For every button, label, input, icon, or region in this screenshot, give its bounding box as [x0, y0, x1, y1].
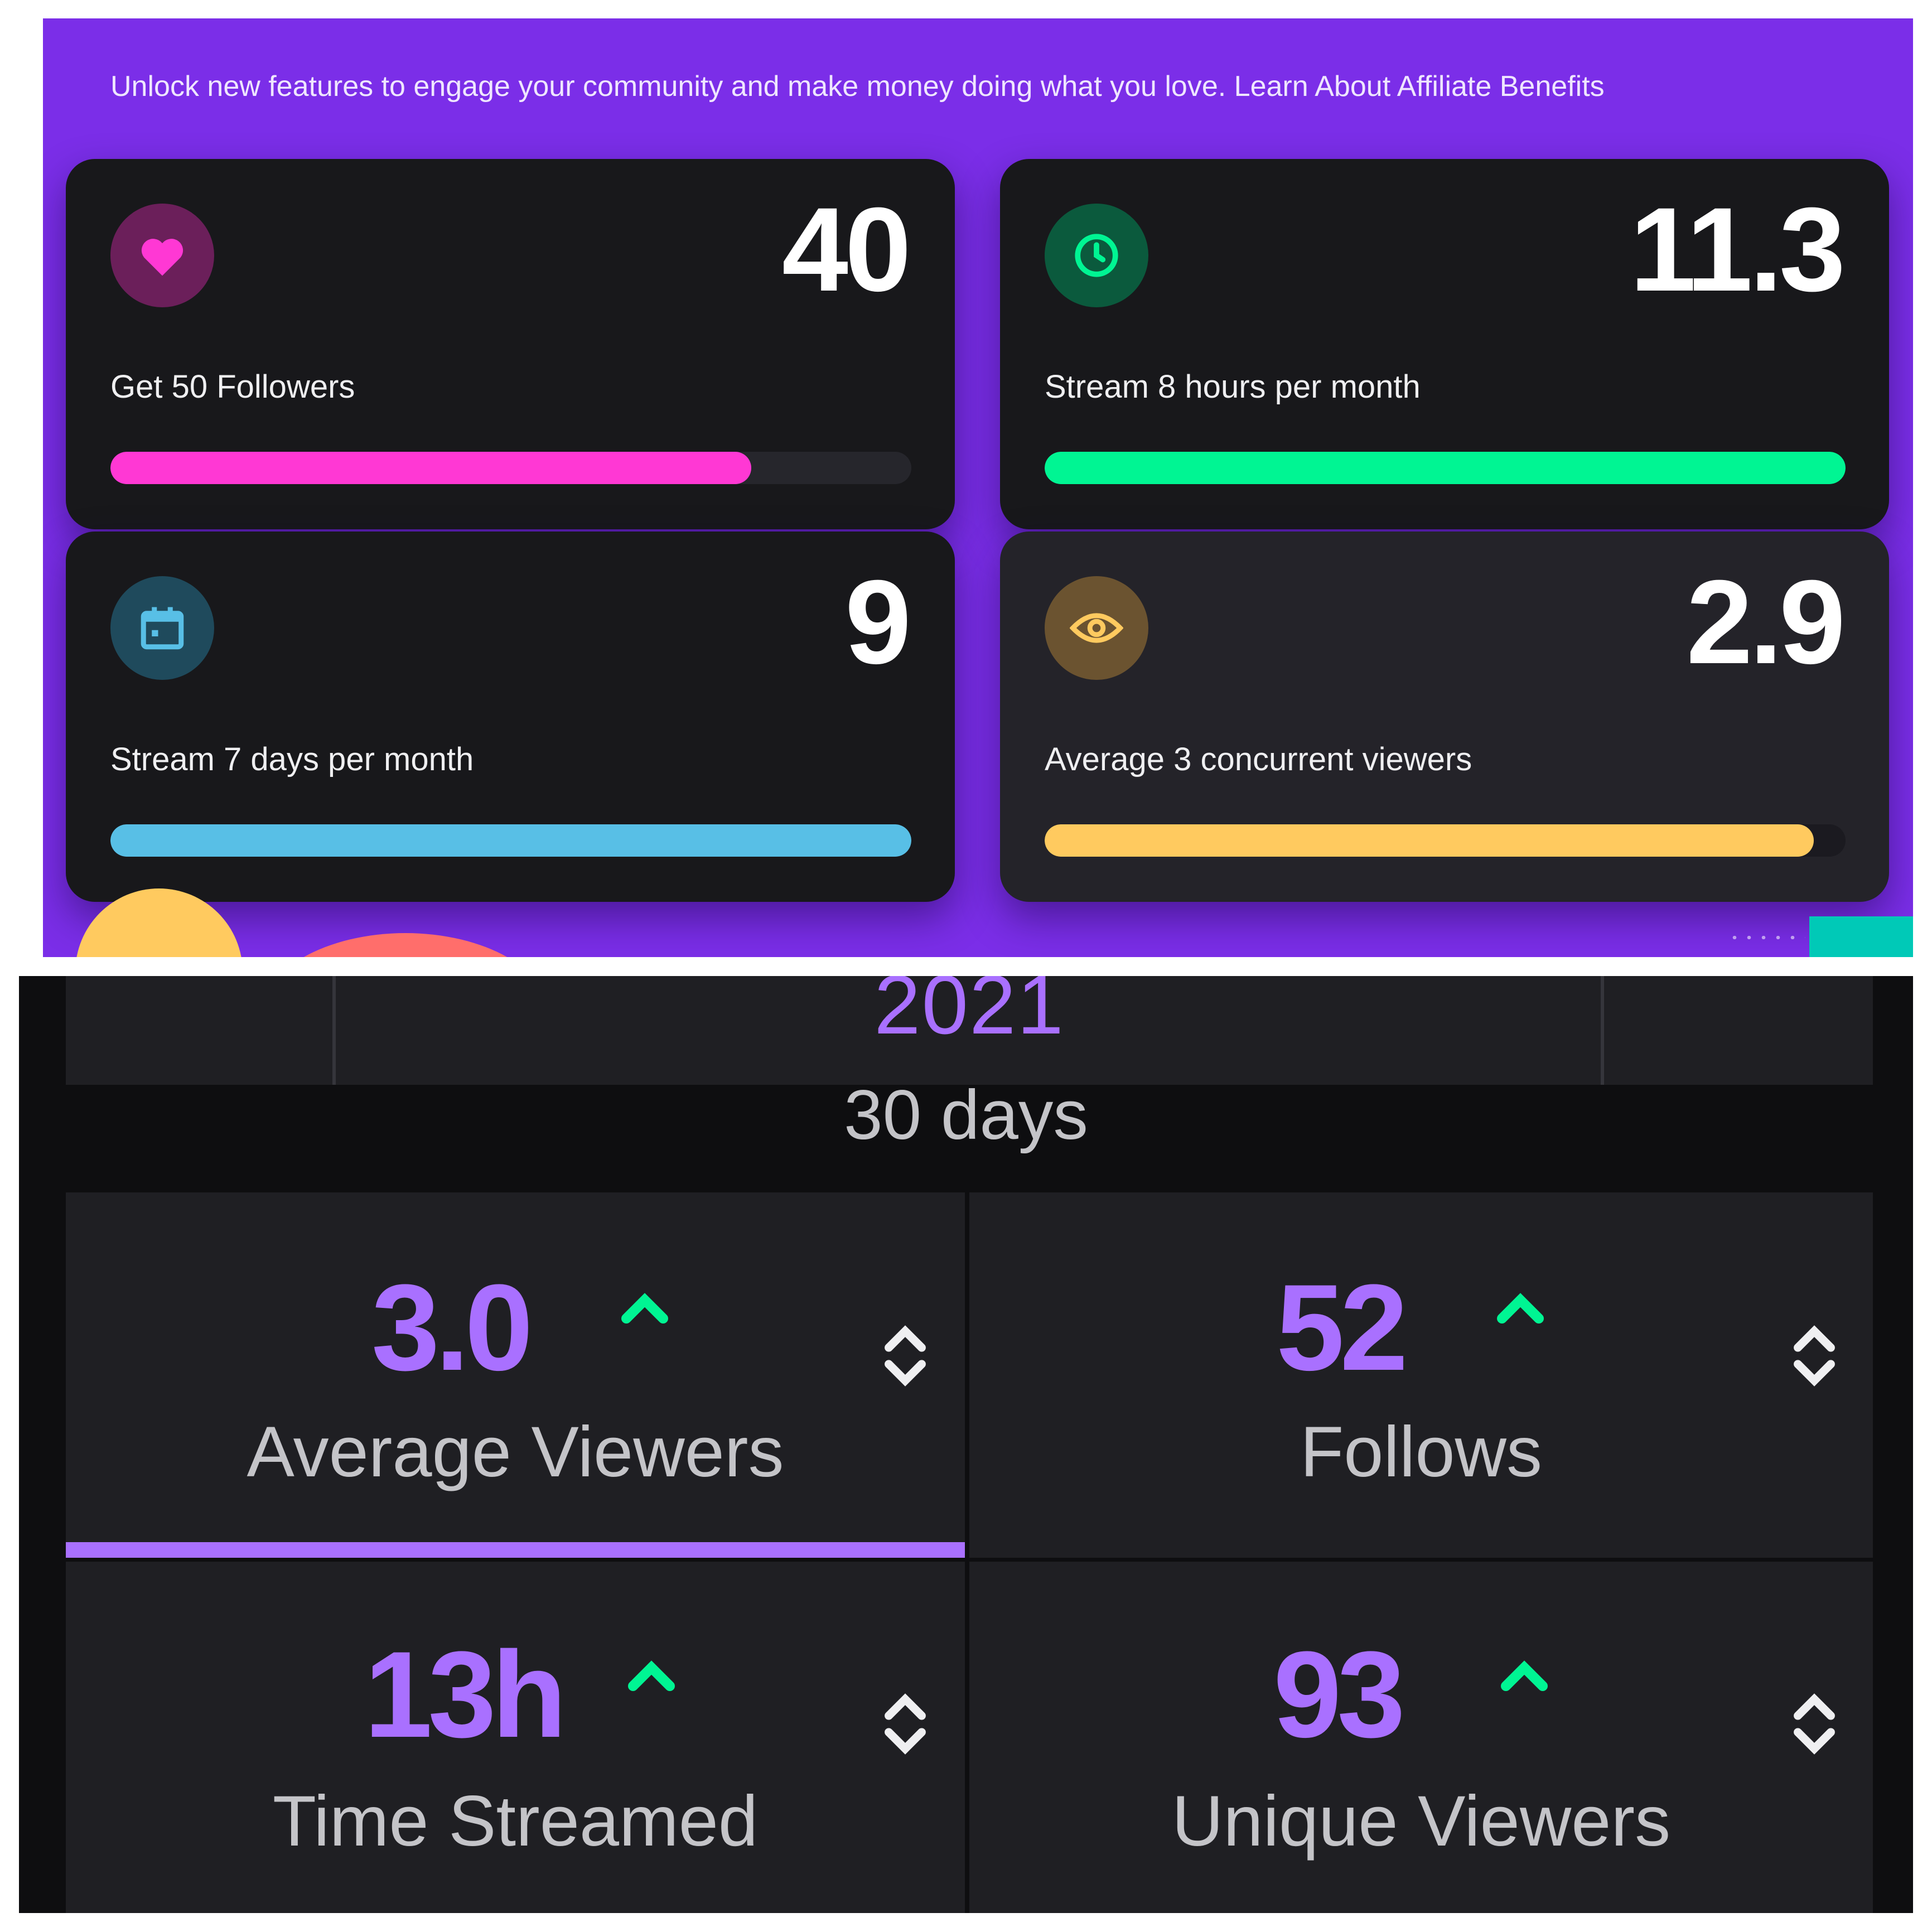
goal-progress-bar	[110, 824, 911, 857]
goal-label: Get 50 Followers	[110, 369, 355, 405]
goal-label: Stream 7 days per month	[110, 741, 474, 777]
goal-progress-fill	[1045, 452, 1846, 484]
goal-card-hours: 11.3 Stream 8 hours per month	[1000, 159, 1889, 529]
stat-tile-follows[interactable]: 52 Follows	[969, 1192, 1873, 1558]
goal-label: Average 3 concurrent viewers	[1045, 741, 1472, 777]
year-label: 2021	[874, 976, 1065, 1051]
stat-tile-average-viewers[interactable]: 3.0 Average Viewers	[66, 1192, 965, 1558]
goal-progress-bar	[110, 452, 911, 484]
stat-label: Unique Viewers	[1171, 1781, 1671, 1861]
calendar-icon	[110, 576, 214, 680]
goal-progress-fill	[110, 824, 911, 857]
trend-up-icon	[628, 1660, 675, 1691]
goal-card-followers: 40 Get 50 Followers	[66, 159, 955, 529]
active-tab-indicator	[66, 1542, 965, 1558]
clock-icon	[1045, 204, 1148, 307]
goal-card-days: 9 Stream 7 days per month	[66, 532, 955, 902]
stat-value: 13h	[364, 1626, 567, 1763]
heart-icon	[110, 204, 214, 307]
stat-tile-unique-viewers[interactable]: 93 Unique Viewers	[969, 1562, 1873, 1913]
stat-tile-time-streamed[interactable]: 13h Time Streamed	[66, 1562, 965, 1913]
stat-label: Average Viewers	[247, 1412, 784, 1492]
affiliate-intro-text: Unlock new features to engage your commu…	[110, 70, 1605, 103]
sort-icon[interactable]	[880, 1688, 930, 1760]
stat-value: 3.0	[371, 1259, 533, 1396]
goal-card-viewers: 2.9 Average 3 concurrent viewers	[1000, 532, 1889, 902]
decorative-block	[1809, 916, 1913, 957]
eye-icon	[1045, 576, 1148, 680]
goal-progress-fill	[110, 452, 751, 484]
divider	[1601, 976, 1604, 1085]
goal-progress-bar	[1045, 452, 1846, 484]
goal-value: 9	[844, 556, 911, 689]
stat-label: Time Streamed	[272, 1781, 759, 1861]
stat-value: 52	[1276, 1259, 1408, 1396]
sort-icon[interactable]	[1789, 1688, 1839, 1760]
sort-icon[interactable]	[880, 1320, 930, 1392]
divider	[332, 976, 336, 1085]
stream-summary-panel: 2021 30 days 3.0 Average Viewers 52 Foll…	[19, 976, 1913, 1913]
sort-icon[interactable]	[1789, 1320, 1839, 1392]
trend-up-icon	[1497, 1293, 1544, 1324]
decorative-circle	[260, 933, 550, 957]
trend-up-icon	[1501, 1660, 1548, 1691]
goal-value: 2.9	[1686, 556, 1846, 689]
goal-value: 40	[781, 183, 911, 316]
affiliate-progress-panel: Unlock new features to engage your commu…	[43, 18, 1913, 957]
goal-value: 11.3	[1630, 183, 1846, 316]
period-label: 30 days	[844, 1076, 1088, 1154]
decorative-dots	[1727, 936, 1805, 939]
goal-progress-bar	[1045, 824, 1846, 857]
trend-up-icon	[621, 1293, 668, 1324]
stat-label: Follows	[1300, 1412, 1542, 1492]
goal-progress-fill	[1045, 824, 1814, 857]
goal-label: Stream 8 hours per month	[1045, 369, 1421, 405]
year-selector[interactable]: 2021	[66, 976, 1873, 1085]
stat-value: 93	[1273, 1626, 1405, 1763]
